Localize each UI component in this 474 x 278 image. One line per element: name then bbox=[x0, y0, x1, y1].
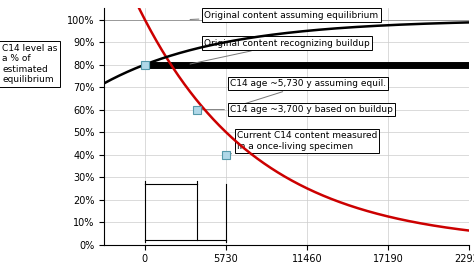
Text: C14 age ~5,730 y assuming equil.: C14 age ~5,730 y assuming equil. bbox=[228, 79, 386, 109]
Text: Original content assuming equilibrium: Original content assuming equilibrium bbox=[190, 11, 378, 19]
Text: C14 level as
a % of
estimated
equilibrium: C14 level as a % of estimated equilibriu… bbox=[2, 44, 57, 84]
Text: Current C14 content measured
in a once-living specimen: Current C14 content measured in a once-l… bbox=[228, 131, 377, 154]
Text: C14 age ~3,700 y based on buildup: C14 age ~3,700 y based on buildup bbox=[200, 105, 392, 114]
Text: Original content recognizing buildup: Original content recognizing buildup bbox=[190, 39, 370, 64]
